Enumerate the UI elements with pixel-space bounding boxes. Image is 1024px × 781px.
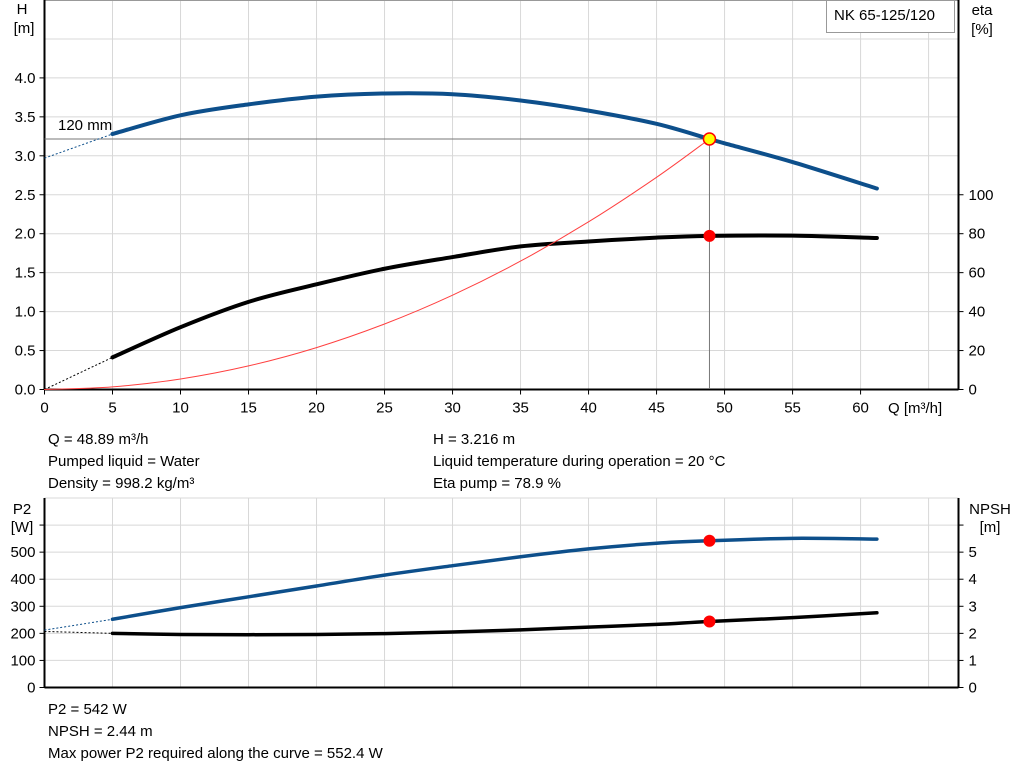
- x-tick-label: 25: [376, 400, 393, 417]
- model-legend-box: NK 65-125/120: [826, 0, 955, 33]
- right-tick-label: 3: [969, 598, 977, 615]
- x-tick-label: 55: [784, 400, 801, 417]
- head-readout: H = 3.216 m: [433, 431, 516, 448]
- duty-point-p2-marker: [703, 534, 716, 547]
- flow-readout: Q = 48.89 m³/h: [48, 431, 149, 448]
- x-tick-label: 0: [40, 400, 48, 417]
- right-tick-label: 0: [969, 680, 977, 697]
- left-tick-label: 0.5: [15, 343, 36, 360]
- x-tick-label: 50: [716, 400, 733, 417]
- left-tick-label: 4.0: [15, 70, 36, 87]
- left-tick-label: 3.5: [15, 109, 36, 126]
- npsh-axis-unit: [m]: [980, 519, 1001, 536]
- left-tick-label: 400: [10, 571, 35, 588]
- x-tick-label: 15: [240, 400, 257, 417]
- h-axis-unit: [m]: [14, 20, 35, 37]
- npsh-readout: NPSH = 2.44 m: [48, 723, 153, 740]
- h-axis-title: H: [17, 1, 28, 18]
- eta-readout: Eta pump = 78.9 %: [433, 475, 561, 492]
- p2-axis-title: P2: [13, 501, 31, 518]
- right-tick-label: 0: [969, 382, 977, 399]
- right-tick-label: 20: [969, 343, 986, 360]
- right-tick-label: 5: [969, 544, 977, 561]
- left-tick-label: 1.0: [15, 304, 36, 321]
- left-tick-label: 200: [10, 625, 35, 642]
- x-tick-label: 40: [580, 400, 597, 417]
- P2-extrapolation: [44, 618, 113, 631]
- H-extrapolation: [44, 133, 113, 159]
- performance-chart: 0 5 10 15 20 25 30 35 40 45 50 55 60 0.0 0.5 1.0 1.5 2.0 2…: [15, 0, 994, 417]
- left-tick-label: 2.0: [15, 226, 36, 243]
- left-tick-label: 100: [10, 652, 35, 669]
- left-tick-label: 300: [10, 598, 35, 615]
- system-curve: [44, 138, 710, 390]
- x-tick-label: 60: [852, 400, 869, 417]
- power-npsh-chart: 0 100 200 300 400 500 0 1 2 3 4 5: [10, 497, 977, 697]
- H-curve: [110, 91, 879, 191]
- impeller-label: 120 mm: [58, 117, 112, 134]
- right-tick-label: 60: [969, 265, 986, 282]
- temperature-readout: Liquid temperature during operation = 20…: [433, 453, 726, 470]
- x-tick-label: 20: [308, 400, 325, 417]
- eta-extrapolation: [44, 356, 113, 390]
- p2-readout: P2 = 542 W: [48, 701, 127, 718]
- right-tick-label: 1: [969, 652, 977, 669]
- p2-axis-unit: [W]: [11, 519, 34, 536]
- density-readout: Density = 998.2 kg/m³: [48, 475, 195, 492]
- P2-curve: [110, 536, 879, 622]
- x-tick-label: 45: [648, 400, 665, 417]
- right-tick-label: 80: [969, 226, 986, 243]
- duty-point-head-marker: [702, 132, 717, 146]
- x-tick-label: 30: [444, 400, 461, 417]
- left-tick-label: 0.0: [15, 382, 36, 399]
- right-tick-label: 2: [969, 625, 977, 642]
- eta-curve: [110, 233, 879, 360]
- q-axis-title: Q [m³/h]: [888, 400, 942, 417]
- eta-axis-unit: [%]: [971, 21, 993, 38]
- left-tick-label: 500: [10, 544, 35, 561]
- liquid-readout: Pumped liquid = Water: [48, 453, 200, 470]
- model-label: NK 65-125/120: [834, 7, 935, 24]
- duty-point-eta-marker: [703, 229, 716, 242]
- right-tick-label: 40: [969, 304, 986, 321]
- max-power-readout: Max power P2 required along the curve = …: [48, 745, 383, 762]
- x-tick-label: 35: [512, 400, 529, 417]
- right-tick-label: 4: [969, 571, 977, 588]
- left-tick-label: 1.5: [15, 265, 36, 282]
- eta-axis-title: eta: [972, 2, 994, 19]
- duty-point-npsh-marker: [703, 615, 716, 628]
- right-tick-label: 100: [969, 187, 994, 204]
- npsh-axis-title: NPSH: [969, 501, 1011, 518]
- x-tick-label: 10: [172, 400, 189, 417]
- NPSH-curve: [110, 611, 879, 637]
- x-tick-label: 5: [108, 400, 116, 417]
- left-tick-label: 3.0: [15, 148, 36, 165]
- left-tick-label: 0: [27, 680, 35, 697]
- left-tick-label: 2.5: [15, 187, 36, 204]
- NPSH-extrapolation: [44, 630, 113, 634]
